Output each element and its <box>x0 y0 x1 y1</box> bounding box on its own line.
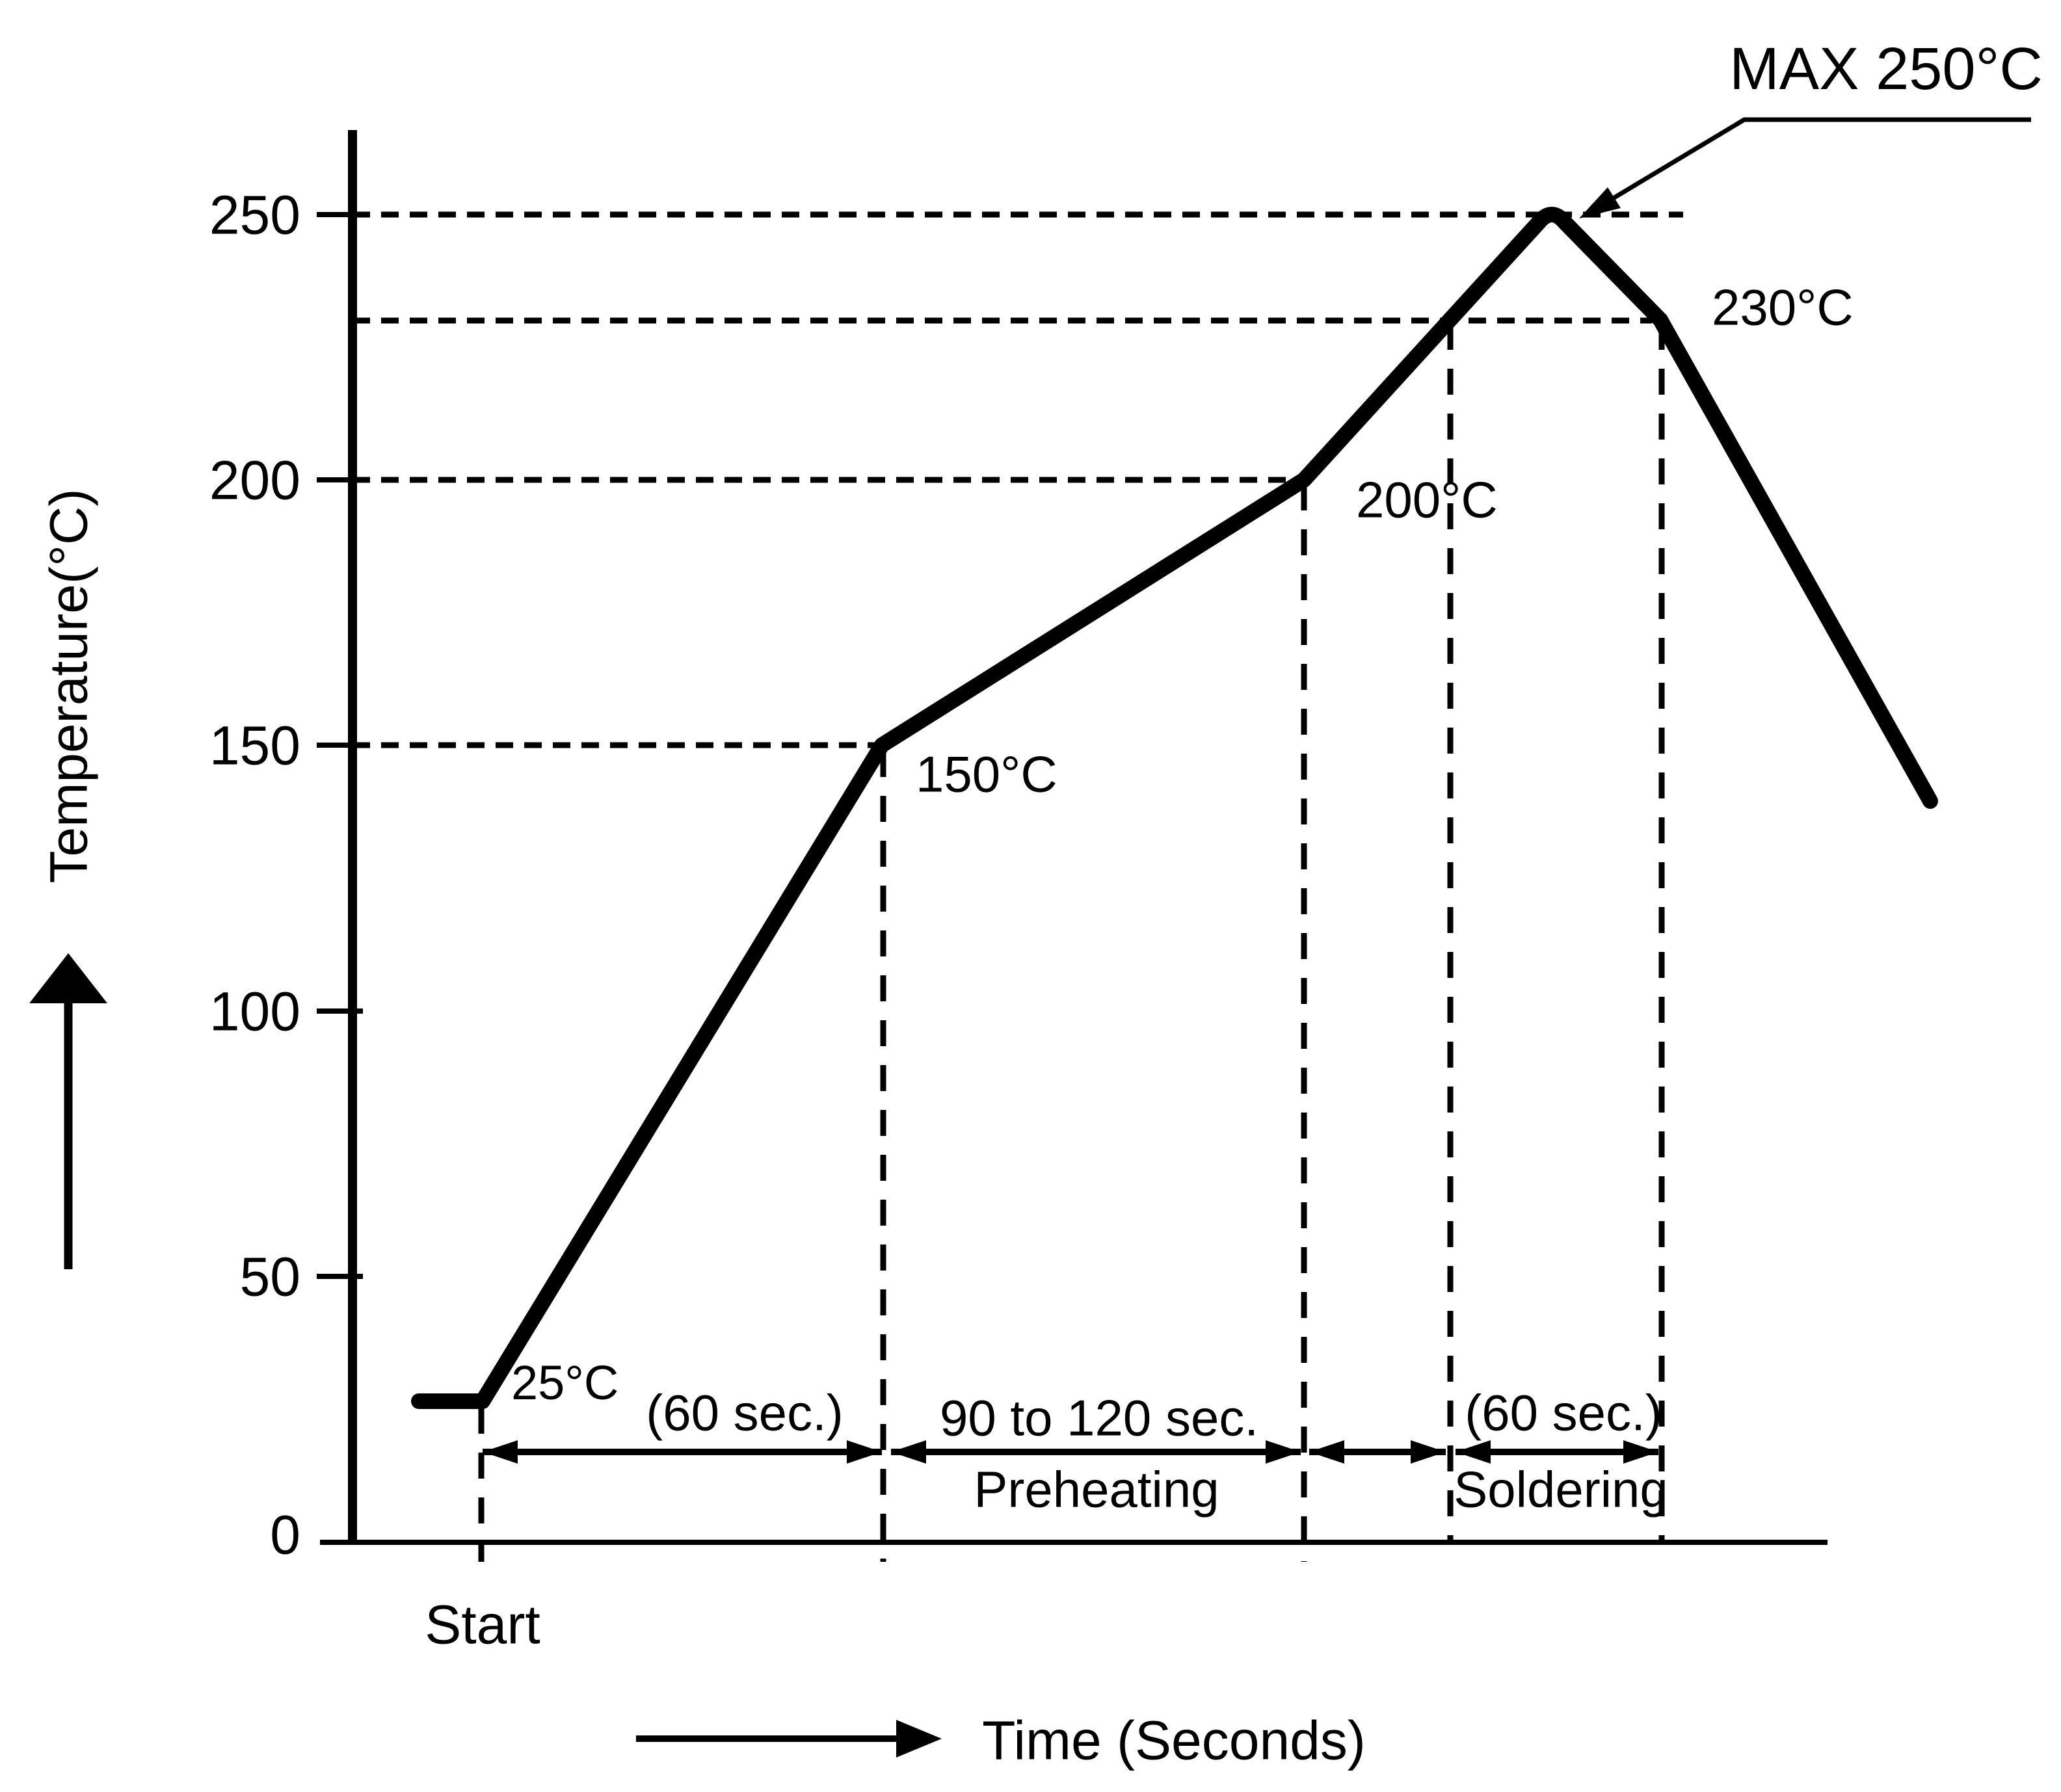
y-tick-label-250: 250 <box>209 184 300 245</box>
y-tick-label-0: 0 <box>270 1504 300 1565</box>
annotation-200c: 200°C <box>1356 471 1498 528</box>
y-tick-label-50: 50 <box>240 1246 300 1307</box>
annotation-25c: 25°C <box>511 1356 618 1410</box>
v-guides <box>478 324 1665 1562</box>
y-axis-title: Temperature(°C) <box>40 489 99 884</box>
time-axis-arrowhead-icon <box>896 1720 942 1758</box>
x-axis-title: Time (Seconds) <box>982 1709 1366 1771</box>
y-axis-ticks <box>317 212 363 1279</box>
annotation-230c: 230°C <box>1712 278 1854 336</box>
arrowhead-icon <box>1266 1440 1301 1464</box>
temperature-profile-curve <box>411 207 1938 1409</box>
dimension-arrowheads <box>483 1440 1658 1464</box>
phase-label-soldering: Soldering <box>1454 1460 1668 1518</box>
start-label: Start <box>425 1594 540 1655</box>
duration-label-90-120sec: 90 to 120 sec. <box>940 1389 1258 1446</box>
y-tick-label-100: 100 <box>209 981 300 1042</box>
duration-label-60sec-first: (60 sec.) <box>646 1384 843 1441</box>
arrowhead-icon <box>1623 1440 1658 1464</box>
annotation-150c: 150°C <box>916 745 1057 802</box>
y-tick-label-150: 150 <box>209 715 300 776</box>
h-guides <box>352 211 1683 748</box>
max-peak-label: MAX 250°C <box>1729 36 2043 102</box>
arrowhead-icon <box>1309 1440 1344 1464</box>
duration-label-60sec-second: (60 sec.) <box>1465 1384 1662 1441</box>
phase-label-preheating: Preheating <box>974 1460 1219 1518</box>
arrowhead-icon <box>891 1440 926 1464</box>
arrowhead-icon <box>1456 1440 1491 1464</box>
arrowhead-icon <box>847 1440 882 1464</box>
y-tick-label-200: 200 <box>209 449 300 510</box>
arrowhead-icon <box>483 1440 518 1464</box>
temperature-axis-arrowhead-icon <box>29 953 107 1003</box>
max-leader-arrowhead-icon <box>1579 187 1621 218</box>
arrowhead-icon <box>1411 1440 1446 1464</box>
max-leader-line <box>1593 117 2031 212</box>
